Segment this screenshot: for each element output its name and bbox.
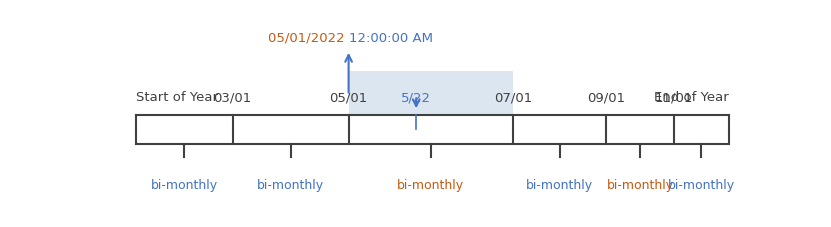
Text: 03/01: 03/01 bbox=[214, 91, 252, 104]
Text: bi-monthly: bi-monthly bbox=[257, 179, 324, 192]
Text: bi-monthly: bi-monthly bbox=[667, 179, 735, 192]
Text: Start of Year: Start of Year bbox=[136, 91, 218, 104]
Text: bi-monthly: bi-monthly bbox=[607, 179, 674, 192]
Text: bi-monthly: bi-monthly bbox=[526, 179, 593, 192]
Text: 12:00:00 AM: 12:00:00 AM bbox=[349, 32, 433, 45]
Text: End of Year: End of Year bbox=[654, 91, 729, 104]
Text: 11/01: 11/01 bbox=[655, 91, 693, 104]
Text: 09/01: 09/01 bbox=[588, 91, 625, 104]
Text: 5/22: 5/22 bbox=[401, 91, 431, 104]
Text: 07/01: 07/01 bbox=[494, 91, 532, 104]
Text: bi-monthly: bi-monthly bbox=[397, 179, 465, 192]
Text: 05/01/2022: 05/01/2022 bbox=[268, 32, 349, 45]
Bar bbox=[349, 71, 513, 115]
Text: 05/01: 05/01 bbox=[329, 91, 368, 104]
Text: bi-monthly: bi-monthly bbox=[150, 179, 218, 192]
